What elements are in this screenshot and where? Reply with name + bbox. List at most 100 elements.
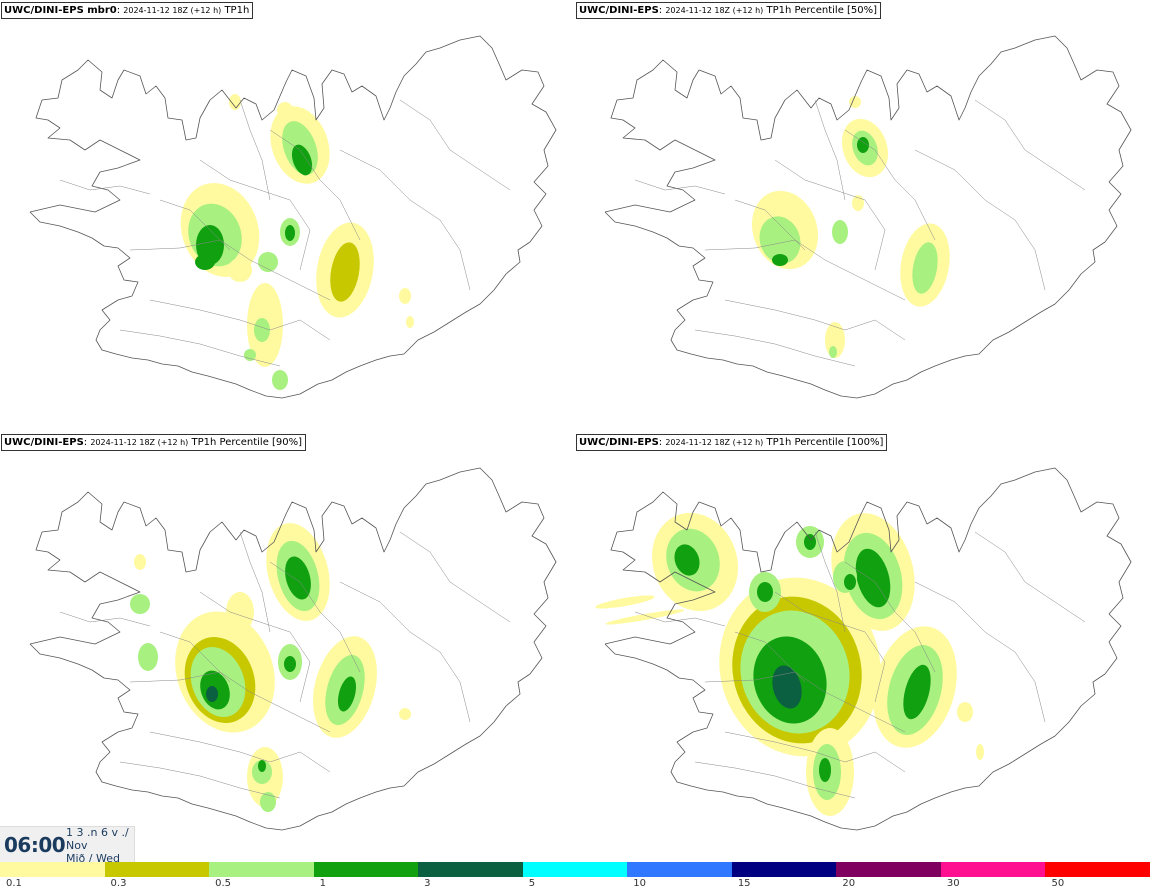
road-line	[119, 329, 281, 367]
precip-area	[674, 544, 700, 576]
road-line	[694, 329, 856, 367]
road-line	[239, 99, 271, 201]
precip-area	[857, 137, 869, 153]
panel-title: UWC/DINI-EPS: 2024-11-12 18Z (+12 h) TP1…	[576, 2, 882, 19]
scale-tick-label: 1	[319, 878, 326, 889]
iceland-map	[29, 467, 557, 831]
scale-tick-label: 20	[842, 878, 856, 889]
coastline	[604, 35, 1132, 399]
precip-area	[976, 744, 984, 760]
scale-swatch	[313, 862, 419, 877]
precip-area	[330, 242, 360, 302]
map-panel-p90: UWC/DINI-EPS: 2024-11-12 18Z (+12 h) TP1…	[0, 432, 575, 862]
panel-title: UWC/DINI-EPS mbr0: 2024-11-12 18Z (+12 h…	[1, 2, 254, 19]
precip-area	[855, 548, 891, 608]
road-line	[269, 129, 361, 241]
model-name: UWC/DINI-EPS	[579, 5, 659, 16]
precip-area	[291, 144, 313, 176]
valid-time: 06:00	[4, 833, 66, 857]
precip-area	[277, 102, 293, 118]
road-line	[339, 149, 471, 291]
road-line	[129, 239, 331, 301]
road-line	[774, 591, 886, 703]
road-line	[634, 611, 726, 627]
valid-weekday: Mið / Wed	[66, 852, 120, 865]
scale-tick-label: 50	[1051, 878, 1065, 889]
field-name: TP1h	[224, 5, 250, 16]
road-line	[129, 671, 331, 733]
model-name: UWC/DINI-EPS	[579, 437, 659, 448]
road-line	[914, 581, 1046, 723]
iceland-map	[29, 35, 557, 399]
road-line	[774, 159, 886, 271]
precip-area	[285, 225, 295, 241]
scale-swatch	[209, 862, 314, 877]
precip-area	[595, 595, 655, 609]
precip-area	[130, 594, 150, 614]
precip-area	[406, 316, 414, 328]
precip-layer	[595, 512, 984, 816]
road-line	[199, 159, 311, 271]
run-date: 2024-11-12 18Z (+12 h)	[665, 6, 764, 15]
precip-area	[272, 370, 288, 390]
precip-area	[399, 288, 411, 304]
precip-area	[228, 620, 252, 644]
road-line	[704, 239, 906, 301]
precip-area	[337, 676, 357, 712]
precip-layer	[751, 96, 950, 358]
precip-area	[284, 656, 296, 672]
run-date: 2024-11-12 18Z (+12 h)	[123, 6, 222, 15]
scale-swatch	[104, 862, 210, 877]
precip-area	[260, 792, 276, 812]
valid-month: Nov	[66, 839, 88, 852]
road-line	[704, 671, 906, 733]
precip-area	[903, 664, 931, 720]
map-panel-p50: UWC/DINI-EPS: 2024-11-12 18Z (+12 h) TP1…	[575, 0, 1150, 430]
precip-area	[258, 760, 266, 772]
precip-layer	[180, 94, 414, 390]
valid-time-box: 06:00 1 3 .n 6 v ./ Nov Mið / Wed	[0, 826, 135, 865]
precip-area	[229, 94, 241, 110]
precip-area	[849, 96, 861, 108]
road-line	[914, 149, 1046, 291]
scale-tick-label: 30	[946, 878, 960, 889]
scale-swatch	[940, 862, 1046, 877]
road-line	[844, 561, 936, 673]
road-line	[974, 531, 1086, 623]
scale-tick-label: 0.1	[6, 878, 22, 889]
scale-swatch	[522, 862, 628, 877]
scale-tick-label: 10	[633, 878, 646, 889]
coastline	[29, 467, 557, 831]
precip-area	[226, 592, 254, 632]
road-line	[149, 299, 331, 341]
precip-area	[195, 254, 215, 270]
road-line	[239, 531, 271, 633]
panel-title: UWC/DINI-EPS: 2024-11-12 18Z (+12 h) TP1…	[576, 434, 888, 451]
road-line	[269, 561, 361, 673]
precip-area	[832, 220, 848, 244]
map-panel-mbr0: UWC/DINI-EPS mbr0: 2024-11-12 18Z (+12 h…	[0, 0, 575, 430]
scale-swatch	[0, 862, 105, 877]
road-line	[634, 179, 726, 195]
road-line	[399, 99, 511, 191]
road-line	[59, 611, 151, 627]
model-name: UWC/DINI-EPS mbr0	[4, 5, 117, 16]
coastline	[29, 35, 557, 399]
road-line	[814, 531, 846, 633]
road-line	[734, 199, 806, 251]
scale-swatch	[731, 862, 837, 877]
precip-area	[772, 665, 802, 709]
field-name: TP1h Percentile [50%]	[766, 5, 878, 16]
scale-tick-label: 5	[528, 878, 536, 889]
road-line	[724, 731, 906, 773]
precip-area	[759, 216, 801, 264]
road-line	[59, 179, 151, 195]
precip-area	[844, 574, 856, 590]
precip-area	[134, 554, 146, 570]
road-line	[974, 99, 1086, 191]
scale-tick-label: 0.3	[110, 878, 127, 889]
valid-date-line1: 1 3 .n 6 v ./	[66, 826, 129, 839]
scale-swatch	[1045, 862, 1150, 877]
precip-area	[852, 195, 864, 211]
coastline	[604, 467, 1132, 831]
